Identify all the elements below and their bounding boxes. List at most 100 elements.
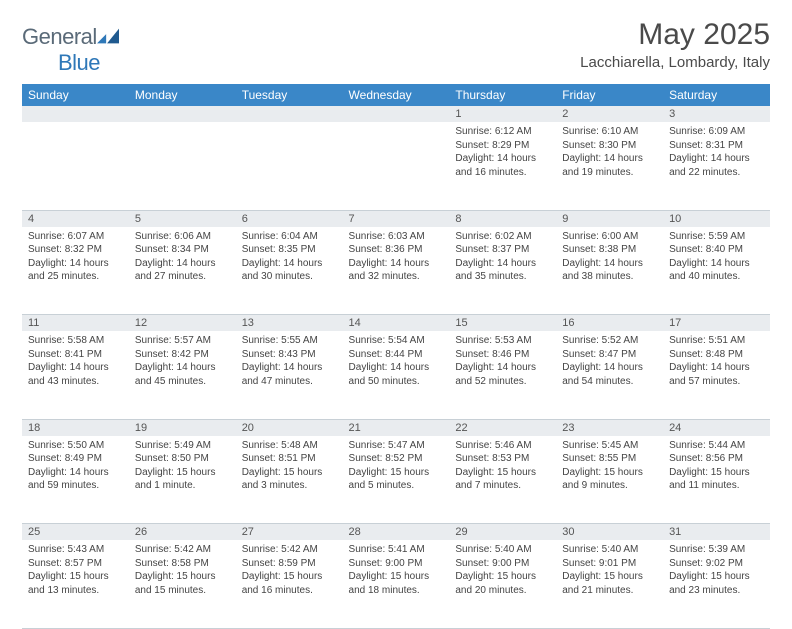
day-number-row: 25262728293031 bbox=[22, 524, 770, 541]
day-details: Sunrise: 5:42 AMSunset: 8:59 PMDaylight:… bbox=[236, 540, 343, 601]
day-number-cell bbox=[343, 106, 450, 122]
day-number-cell: 3 bbox=[663, 106, 770, 122]
day-number-cell: 30 bbox=[556, 524, 663, 541]
day-number: 4 bbox=[22, 211, 129, 227]
day-number: 27 bbox=[236, 524, 343, 540]
day-cell: Sunrise: 6:06 AMSunset: 8:34 PMDaylight:… bbox=[129, 227, 236, 315]
day-cell: Sunrise: 5:48 AMSunset: 8:51 PMDaylight:… bbox=[236, 436, 343, 524]
day-number: 3 bbox=[663, 106, 770, 122]
day-details: Sunrise: 6:06 AMSunset: 8:34 PMDaylight:… bbox=[129, 227, 236, 288]
day-number: 17 bbox=[663, 315, 770, 331]
day-cell bbox=[129, 122, 236, 210]
day-number: 26 bbox=[129, 524, 236, 540]
day-cell: Sunrise: 5:50 AMSunset: 8:49 PMDaylight:… bbox=[22, 436, 129, 524]
day-cell bbox=[236, 122, 343, 210]
day-number-cell: 19 bbox=[129, 419, 236, 436]
day-number: 28 bbox=[343, 524, 450, 540]
day-details: Sunrise: 5:42 AMSunset: 8:58 PMDaylight:… bbox=[129, 540, 236, 601]
day-details: Sunrise: 5:46 AMSunset: 8:53 PMDaylight:… bbox=[449, 436, 556, 497]
day-cell: Sunrise: 5:44 AMSunset: 8:56 PMDaylight:… bbox=[663, 436, 770, 524]
day-cell: Sunrise: 5:42 AMSunset: 8:58 PMDaylight:… bbox=[129, 540, 236, 628]
week-row: Sunrise: 5:50 AMSunset: 8:49 PMDaylight:… bbox=[22, 436, 770, 524]
day-number-row: 45678910 bbox=[22, 210, 770, 227]
week-row: Sunrise: 5:58 AMSunset: 8:41 PMDaylight:… bbox=[22, 331, 770, 419]
day-cell: Sunrise: 6:09 AMSunset: 8:31 PMDaylight:… bbox=[663, 122, 770, 210]
day-cell: Sunrise: 6:03 AMSunset: 8:36 PMDaylight:… bbox=[343, 227, 450, 315]
day-details: Sunrise: 5:51 AMSunset: 8:48 PMDaylight:… bbox=[663, 331, 770, 392]
day-number-cell: 26 bbox=[129, 524, 236, 541]
day-number-cell: 15 bbox=[449, 315, 556, 332]
page-title: May 2025 bbox=[580, 18, 770, 52]
day-header-row: SundayMondayTuesdayWednesdayThursdayFrid… bbox=[22, 84, 770, 106]
day-number: 24 bbox=[663, 420, 770, 436]
location-text: Lacchiarella, Lombardy, Italy bbox=[580, 54, 770, 71]
day-details: Sunrise: 5:43 AMSunset: 8:57 PMDaylight:… bbox=[22, 540, 129, 601]
day-details: Sunrise: 5:48 AMSunset: 8:51 PMDaylight:… bbox=[236, 436, 343, 497]
day-number: 7 bbox=[343, 211, 450, 227]
title-block: May 2025 Lacchiarella, Lombardy, Italy bbox=[580, 18, 770, 71]
page-header: General Blue May 2025 Lacchiarella, Lomb… bbox=[22, 18, 770, 76]
day-number: 9 bbox=[556, 211, 663, 227]
logo: General Blue bbox=[22, 24, 119, 76]
week-row: Sunrise: 6:12 AMSunset: 8:29 PMDaylight:… bbox=[22, 122, 770, 210]
day-number: 19 bbox=[129, 420, 236, 436]
day-cell: Sunrise: 5:46 AMSunset: 8:53 PMDaylight:… bbox=[449, 436, 556, 524]
day-number: 11 bbox=[22, 315, 129, 331]
day-number-cell: 13 bbox=[236, 315, 343, 332]
day-cell: Sunrise: 5:54 AMSunset: 8:44 PMDaylight:… bbox=[343, 331, 450, 419]
day-details: Sunrise: 5:49 AMSunset: 8:50 PMDaylight:… bbox=[129, 436, 236, 497]
day-number-row: 18192021222324 bbox=[22, 419, 770, 436]
day-cell: Sunrise: 5:51 AMSunset: 8:48 PMDaylight:… bbox=[663, 331, 770, 419]
day-number: 21 bbox=[343, 420, 450, 436]
day-number: 10 bbox=[663, 211, 770, 227]
day-details: Sunrise: 5:55 AMSunset: 8:43 PMDaylight:… bbox=[236, 331, 343, 392]
day-cell: Sunrise: 5:57 AMSunset: 8:42 PMDaylight:… bbox=[129, 331, 236, 419]
day-header: Sunday bbox=[22, 84, 129, 106]
day-number-cell: 9 bbox=[556, 210, 663, 227]
calendar-table: SundayMondayTuesdayWednesdayThursdayFrid… bbox=[22, 84, 770, 629]
day-number: 16 bbox=[556, 315, 663, 331]
day-cell: Sunrise: 5:41 AMSunset: 9:00 PMDaylight:… bbox=[343, 540, 450, 628]
day-number: 1 bbox=[449, 106, 556, 122]
day-details: Sunrise: 6:02 AMSunset: 8:37 PMDaylight:… bbox=[449, 227, 556, 288]
day-number-cell: 21 bbox=[343, 419, 450, 436]
day-cell: Sunrise: 6:00 AMSunset: 8:38 PMDaylight:… bbox=[556, 227, 663, 315]
day-details: Sunrise: 6:04 AMSunset: 8:35 PMDaylight:… bbox=[236, 227, 343, 288]
day-number: 12 bbox=[129, 315, 236, 331]
day-number-cell: 12 bbox=[129, 315, 236, 332]
day-header: Friday bbox=[556, 84, 663, 106]
day-cell: Sunrise: 5:55 AMSunset: 8:43 PMDaylight:… bbox=[236, 331, 343, 419]
day-number: 25 bbox=[22, 524, 129, 540]
day-number-row: 123 bbox=[22, 106, 770, 122]
day-number-row: 11121314151617 bbox=[22, 315, 770, 332]
day-number-cell: 18 bbox=[22, 419, 129, 436]
day-cell: Sunrise: 6:02 AMSunset: 8:37 PMDaylight:… bbox=[449, 227, 556, 315]
day-number-cell bbox=[22, 106, 129, 122]
day-number-cell: 25 bbox=[22, 524, 129, 541]
day-cell: Sunrise: 5:52 AMSunset: 8:47 PMDaylight:… bbox=[556, 331, 663, 419]
day-cell: Sunrise: 5:49 AMSunset: 8:50 PMDaylight:… bbox=[129, 436, 236, 524]
day-details: Sunrise: 5:45 AMSunset: 8:55 PMDaylight:… bbox=[556, 436, 663, 497]
day-details: Sunrise: 5:40 AMSunset: 9:01 PMDaylight:… bbox=[556, 540, 663, 601]
day-number-cell: 4 bbox=[22, 210, 129, 227]
day-number-cell bbox=[129, 106, 236, 122]
day-number-cell: 24 bbox=[663, 419, 770, 436]
day-cell bbox=[343, 122, 450, 210]
day-number-cell: 7 bbox=[343, 210, 450, 227]
day-details: Sunrise: 6:09 AMSunset: 8:31 PMDaylight:… bbox=[663, 122, 770, 183]
day-number: 6 bbox=[236, 211, 343, 227]
day-number-cell: 8 bbox=[449, 210, 556, 227]
day-cell: Sunrise: 5:59 AMSunset: 8:40 PMDaylight:… bbox=[663, 227, 770, 315]
day-number: 20 bbox=[236, 420, 343, 436]
day-number: 31 bbox=[663, 524, 770, 540]
day-number: 8 bbox=[449, 211, 556, 227]
day-cell bbox=[22, 122, 129, 210]
day-number: 14 bbox=[343, 315, 450, 331]
day-number-cell: 31 bbox=[663, 524, 770, 541]
day-details: Sunrise: 5:44 AMSunset: 8:56 PMDaylight:… bbox=[663, 436, 770, 497]
day-header: Thursday bbox=[449, 84, 556, 106]
day-details: Sunrise: 6:10 AMSunset: 8:30 PMDaylight:… bbox=[556, 122, 663, 183]
day-number-cell: 20 bbox=[236, 419, 343, 436]
day-cell: Sunrise: 6:10 AMSunset: 8:30 PMDaylight:… bbox=[556, 122, 663, 210]
day-details: Sunrise: 5:39 AMSunset: 9:02 PMDaylight:… bbox=[663, 540, 770, 601]
